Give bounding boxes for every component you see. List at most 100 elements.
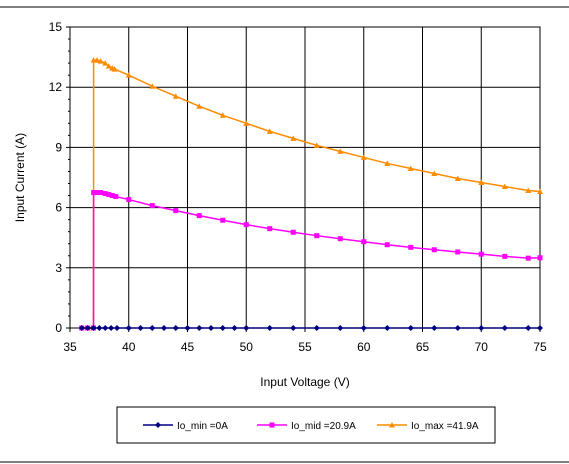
legend-box <box>116 406 496 444</box>
data-point <box>337 148 344 154</box>
data-point <box>105 63 112 69</box>
data-point <box>408 244 414 250</box>
data-point <box>266 325 273 331</box>
data-point <box>313 325 320 331</box>
data-point <box>196 325 203 331</box>
data-point <box>102 325 109 331</box>
data-point <box>78 325 85 331</box>
data-point <box>106 192 112 198</box>
legend-swatch-marker <box>389 422 395 428</box>
data-point <box>109 193 115 199</box>
data-point <box>219 112 226 118</box>
data-point <box>114 325 120 331</box>
x-tick-label: 55 <box>298 340 312 354</box>
legend-swatch-marker <box>269 422 275 428</box>
data-point <box>125 325 132 331</box>
data-point <box>243 222 249 228</box>
legend-entry-2: Io_max =41.9A <box>377 421 479 432</box>
y-tick-label: 15 <box>49 20 63 34</box>
x-tick-label: 65 <box>416 340 430 354</box>
data-point <box>455 249 461 255</box>
data-point <box>126 197 132 203</box>
data-point <box>94 57 101 63</box>
legend-label: Io_mid =20.9A <box>291 421 356 432</box>
series-line <box>81 191 541 329</box>
series-0 <box>78 325 543 331</box>
x-axis-label: Input Voltage (V) <box>260 375 349 389</box>
x-tick-label: 35 <box>63 340 77 354</box>
data-point <box>98 190 104 196</box>
data-point <box>337 236 343 242</box>
data-point <box>525 325 532 331</box>
data-point <box>184 325 191 331</box>
y-tick-label: 6 <box>55 201 62 215</box>
data-point <box>478 179 485 186</box>
series-2 <box>84 57 543 331</box>
x-tick-label: 60 <box>357 340 371 354</box>
grid <box>70 27 540 328</box>
data-point <box>149 83 156 89</box>
series-line <box>87 59 541 329</box>
data-point <box>172 325 179 331</box>
data-point <box>161 325 167 331</box>
data-point <box>149 203 155 209</box>
x-tick-label: 40 <box>122 340 136 354</box>
data-point <box>243 325 250 331</box>
data-point <box>243 120 250 126</box>
legend-swatch-marker <box>155 422 161 428</box>
data-point <box>196 213 202 219</box>
data-point <box>431 170 438 176</box>
data-point <box>108 325 115 331</box>
data-point <box>407 165 414 171</box>
x-tick-label: 70 <box>475 340 489 354</box>
data-point <box>384 242 390 248</box>
x-tick-label: 75 <box>533 340 547 354</box>
data-point <box>231 325 238 331</box>
data-point <box>384 325 391 331</box>
data-point <box>173 208 179 214</box>
y-axis-label: Input Current (A) <box>13 133 27 222</box>
data-point <box>219 325 226 331</box>
data-point <box>172 93 179 99</box>
data-point <box>91 190 97 196</box>
data-point <box>84 325 91 331</box>
data-point <box>502 253 508 259</box>
legend-label: Io_max =41.9A <box>411 421 479 432</box>
data-point <box>97 58 104 64</box>
x-axis-ticks: 35 40 45 50 55 60 65 70 75 <box>63 328 547 354</box>
legend-label: Io_min =0A <box>177 421 228 432</box>
data-point <box>478 325 485 331</box>
data-point <box>149 325 156 331</box>
data-point <box>431 325 438 331</box>
data-point <box>478 251 484 257</box>
data-point <box>501 183 508 190</box>
data-point <box>137 325 144 331</box>
data-point <box>208 325 214 331</box>
data-point <box>111 66 118 72</box>
data-point <box>501 325 508 331</box>
y-tick-label: 0 <box>55 321 62 335</box>
data-point <box>313 142 320 148</box>
legend: Io_min =0A Io_mid =20.9A Io_max =41.9A <box>116 406 496 444</box>
x-tick-label: 50 <box>240 340 254 354</box>
data-point <box>454 175 461 182</box>
legend-entry-1: Io_mid =20.9A <box>257 421 356 432</box>
data-point <box>125 72 132 78</box>
data-point <box>102 191 108 197</box>
data-point <box>290 325 297 331</box>
data-point <box>525 255 531 261</box>
series-1 <box>79 190 543 331</box>
data-point <box>525 187 532 194</box>
y-axis-ticks: 0 3 6 9 12 15 <box>49 20 70 335</box>
data-point <box>537 188 543 195</box>
x-tick-label: 45 <box>181 340 195 354</box>
data-point <box>360 325 367 331</box>
data-point <box>113 194 119 200</box>
data-point <box>96 325 103 331</box>
y-tick-label: 12 <box>49 80 63 94</box>
data-point <box>94 190 100 196</box>
data-point <box>384 160 391 166</box>
data-point <box>454 325 461 331</box>
data-point <box>102 60 109 66</box>
